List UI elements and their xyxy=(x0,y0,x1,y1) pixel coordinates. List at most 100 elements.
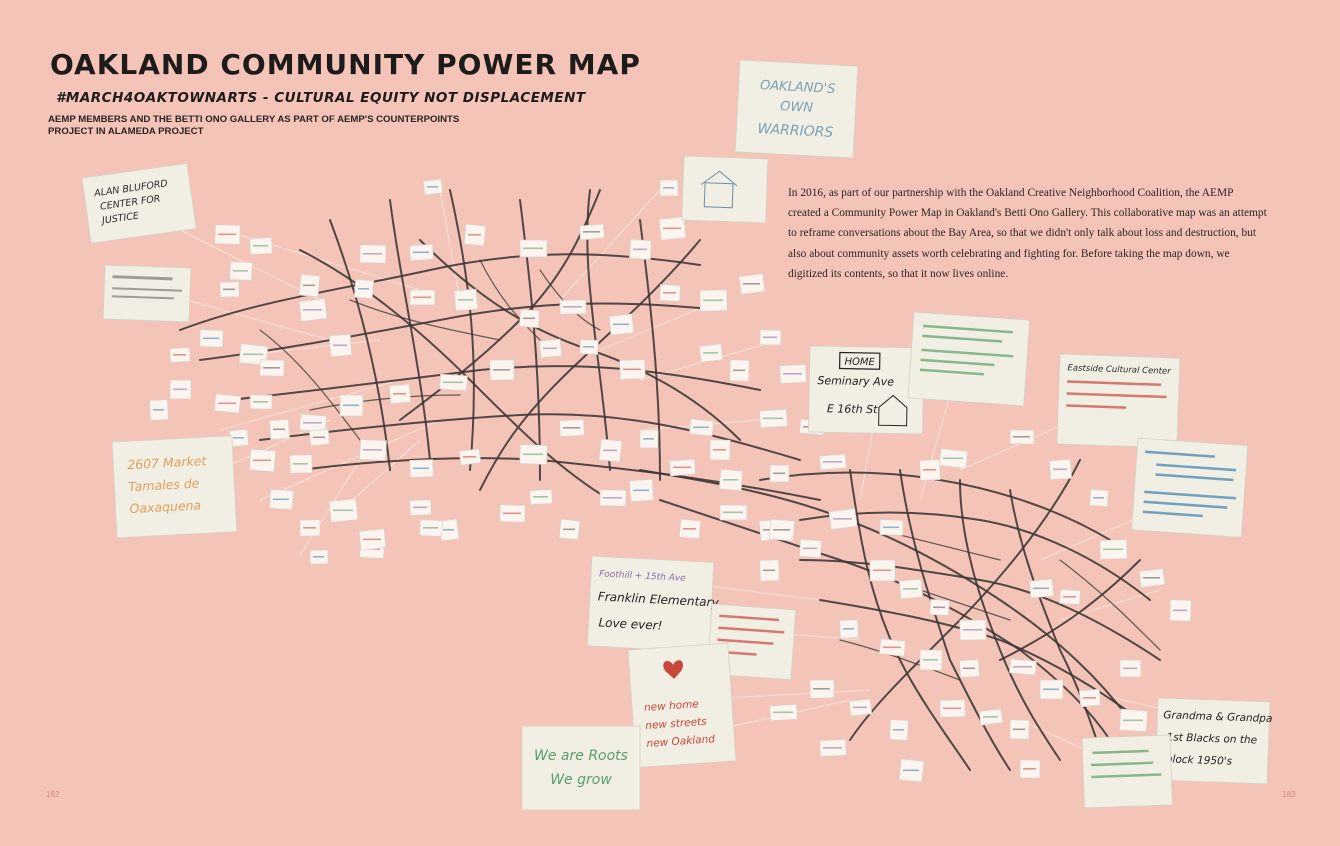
note-scribble xyxy=(293,463,308,465)
note-scribble xyxy=(583,231,600,233)
note-scribble xyxy=(563,528,575,531)
svg-text:HOME: HOME xyxy=(844,357,875,369)
note-scribble xyxy=(173,388,187,391)
note-scribble xyxy=(853,706,867,709)
note-scribble xyxy=(233,437,244,439)
note-scribble xyxy=(763,569,775,572)
note-scribble xyxy=(443,381,463,384)
note-scribble xyxy=(443,529,454,531)
note-scribble xyxy=(563,427,580,429)
note-scribble xyxy=(253,245,268,247)
note-scribble xyxy=(363,538,381,541)
page-title: OAKLAND COMMUNITY POWER MAP xyxy=(50,48,641,81)
note-scribble xyxy=(723,479,738,481)
note-scribble xyxy=(358,288,369,290)
svg-text:2607 Market: 2607 Market xyxy=(127,453,208,472)
note-scribble xyxy=(983,716,998,718)
note-scribble xyxy=(673,466,691,469)
note-scribble xyxy=(333,509,353,512)
svg-text:WARRIORS: WARRIORS xyxy=(757,121,834,141)
note-scribble xyxy=(218,233,236,236)
body-paragraph: In 2016, as part of our partnership with… xyxy=(788,187,1267,280)
note-scribble xyxy=(413,467,429,470)
note-scribble xyxy=(1033,587,1049,590)
note-scribble xyxy=(273,428,285,431)
note-scribble xyxy=(363,449,382,451)
note-2607-market: 2607 Market Tamales de Oaxaquena xyxy=(111,435,238,539)
note-scribble xyxy=(1013,666,1032,668)
note-scribble xyxy=(703,299,723,302)
note-grandma-grandpa: Grandma & Grandpa 1st Blacks on the bloc… xyxy=(1154,697,1273,785)
svg-text:JUSTICE: JUSTICE xyxy=(99,211,139,227)
note-scribble xyxy=(273,498,289,501)
note-scribble xyxy=(813,688,830,690)
note-scribble xyxy=(893,729,904,731)
note-house-drawing xyxy=(681,155,769,224)
note-scribble xyxy=(873,569,891,572)
note-oaklands-own-warriors: OAKLAND'S OWN WARRIORS xyxy=(734,59,859,159)
note-new-home: new home new streets new Oakland xyxy=(627,642,737,769)
svg-text:block 1950's: block 1950's xyxy=(1166,753,1233,767)
note-scribble xyxy=(733,369,745,372)
note-scribble xyxy=(783,373,802,375)
note-scribble xyxy=(303,527,316,529)
note-scribble xyxy=(633,489,649,492)
note-we-are-roots: We are Roots We grow xyxy=(521,725,641,811)
note-scribble xyxy=(363,253,382,255)
note-scribble xyxy=(1173,609,1187,612)
note-scribble xyxy=(523,247,543,250)
note-scribble xyxy=(963,629,982,631)
svg-text:Oaxaquena: Oaxaquena xyxy=(129,497,201,516)
note-green-bottom xyxy=(1081,734,1173,809)
note-scribble xyxy=(833,518,852,520)
svg-text:new Oakland: new Oakland xyxy=(646,733,715,750)
note-scribble xyxy=(663,292,676,294)
note-scribble xyxy=(823,461,842,463)
note-scribble xyxy=(173,354,186,356)
note-scribble xyxy=(343,404,359,407)
note-scribble xyxy=(943,707,961,710)
note-scribble xyxy=(923,469,936,471)
note-scribble xyxy=(773,472,785,475)
folio-right: 183 xyxy=(1282,790,1296,799)
note-scribble xyxy=(663,187,674,189)
note-scribble xyxy=(333,344,347,347)
note-scribble xyxy=(803,547,817,550)
note-scribble xyxy=(303,284,315,287)
small-notes xyxy=(149,178,1192,783)
note-scribble xyxy=(313,436,325,439)
note-scribble xyxy=(253,459,271,462)
note-scribble xyxy=(943,457,963,460)
note-scribble xyxy=(623,368,641,371)
svg-text:1st Blacks on the: 1st Blacks on the xyxy=(1166,731,1257,746)
note-scribble xyxy=(1083,697,1096,699)
note-scribble xyxy=(763,417,783,420)
note-scribble xyxy=(493,369,510,371)
note-scribble xyxy=(458,299,473,301)
note-scribble xyxy=(223,288,235,291)
note-scribble xyxy=(263,367,280,369)
note-scribble xyxy=(963,667,975,670)
note-scribble xyxy=(603,497,622,499)
note-franklin-elementary: Foothill + 15th Ave Franklin Elementary … xyxy=(586,555,720,653)
note-scribble xyxy=(643,438,654,440)
svg-text:Foothill + 15th Ave: Foothill + 15th Ave xyxy=(599,569,687,584)
note-scribble xyxy=(413,296,431,299)
note-scribble xyxy=(523,453,543,456)
note-scribble xyxy=(423,527,438,529)
svg-text:new streets: new streets xyxy=(645,716,708,732)
svg-text:Tamales de: Tamales de xyxy=(128,475,200,494)
svg-text:new home: new home xyxy=(644,698,700,714)
note-green-list xyxy=(907,311,1031,407)
note-scribble xyxy=(583,346,594,348)
note-scribble xyxy=(923,659,938,661)
note-scribble xyxy=(427,186,438,188)
note-scribble xyxy=(303,309,322,311)
note-scribble xyxy=(393,393,406,395)
folio-left: 182 xyxy=(46,790,60,799)
note-scribble xyxy=(313,556,324,558)
svg-text:We grow: We grow xyxy=(550,772,612,788)
note-scribble xyxy=(823,747,842,749)
note-scribble xyxy=(1013,728,1025,731)
